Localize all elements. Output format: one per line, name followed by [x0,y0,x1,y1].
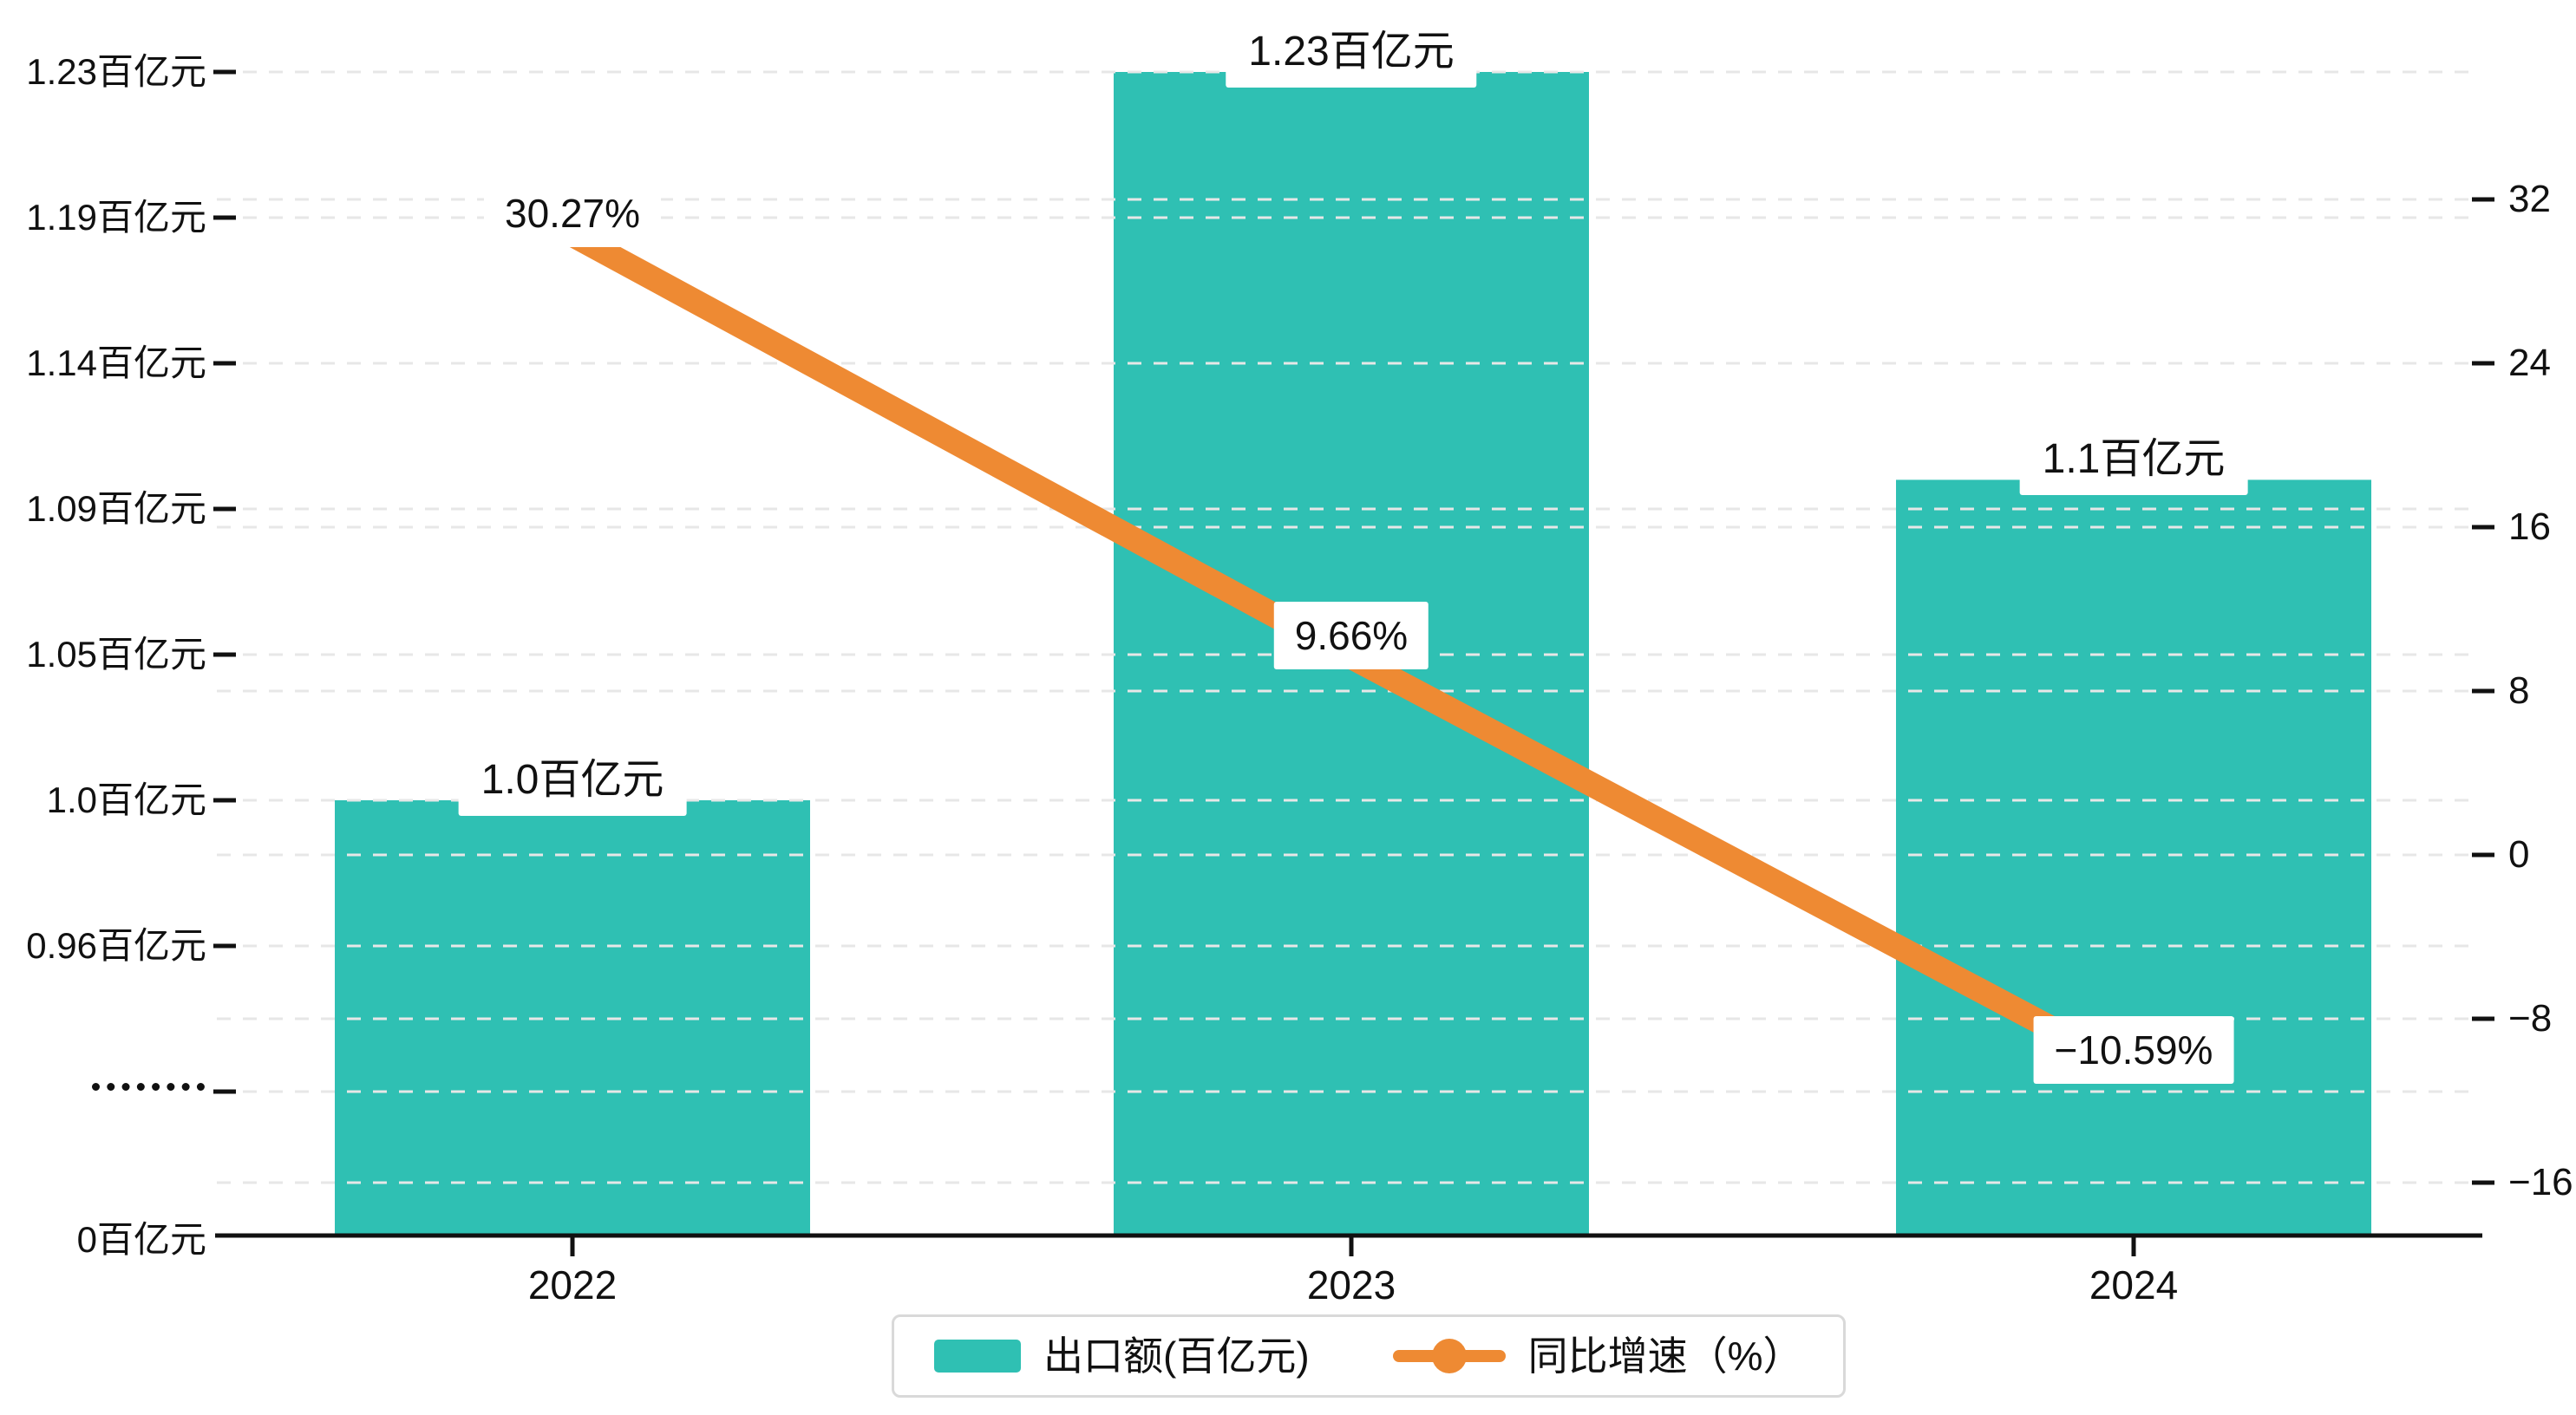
line-value-label: −10.59% [2033,1016,2234,1085]
line-value-label: 9.66% [1273,601,1429,669]
bar-value-label: 1.0百亿元 [458,745,687,816]
right-axis-tick-label: 0 [2508,833,2530,876]
axis-group [213,69,2494,1256]
x-axis-label-2024: 2024 [2089,1262,2179,1307]
left-axis-zero-label: 0百亿元 [76,1219,206,1260]
bar-2022[interactable] [335,800,810,1236]
left-axis-break-dots [92,1083,205,1091]
legend: 出口额(百亿元) 同比增速（%） [892,1314,1846,1398]
left-axis-tick-label: 1.09百亿元 [26,488,206,529]
right-axis-tick-label: 16 [2508,505,2551,548]
legend-item-export[interactable]: 出口额(百亿元) [934,1330,1310,1382]
legend-item-growth[interactable]: 同比增速（%） [1392,1330,1803,1382]
right-axis-tick-label: −8 [2508,997,2553,1040]
line-series-marker-icon [1392,1337,1506,1375]
legend-label: 同比增速（%） [1527,1333,1803,1379]
right-axis-tick-label: −16 [2508,1161,2573,1203]
bar-value-label: 1.1百亿元 [2019,424,2248,496]
left-axis-tick-label: 0.96百亿元 [26,925,206,966]
left-axis-tick-label: 1.0百亿元 [46,779,206,820]
left-axis-tick-label: 1.19百亿元 [26,197,206,238]
bar-value-label: 1.23百亿元 [1226,16,1477,88]
right-axis-tick-label: 32 [2508,178,2551,220]
x-axis-label-2023: 2023 [1306,1262,1396,1307]
right-axis-tick-label: 24 [2508,342,2551,384]
left-axis-tick-label: 1.14百亿元 [26,342,206,383]
left-axis-tick-label: 1.23百亿元 [26,51,206,92]
x-axis-label-2022: 2022 [527,1262,618,1307]
right-axis-tick-label: 8 [2508,669,2530,712]
legend-label: 出口额(百亿元) [1043,1333,1310,1379]
line-value-label: 30.27% [483,179,662,247]
left-axis-tick-label: 1.05百亿元 [26,634,206,675]
bar-series-swatch-icon [934,1340,1021,1373]
bar-2024[interactable] [1896,479,2371,1236]
